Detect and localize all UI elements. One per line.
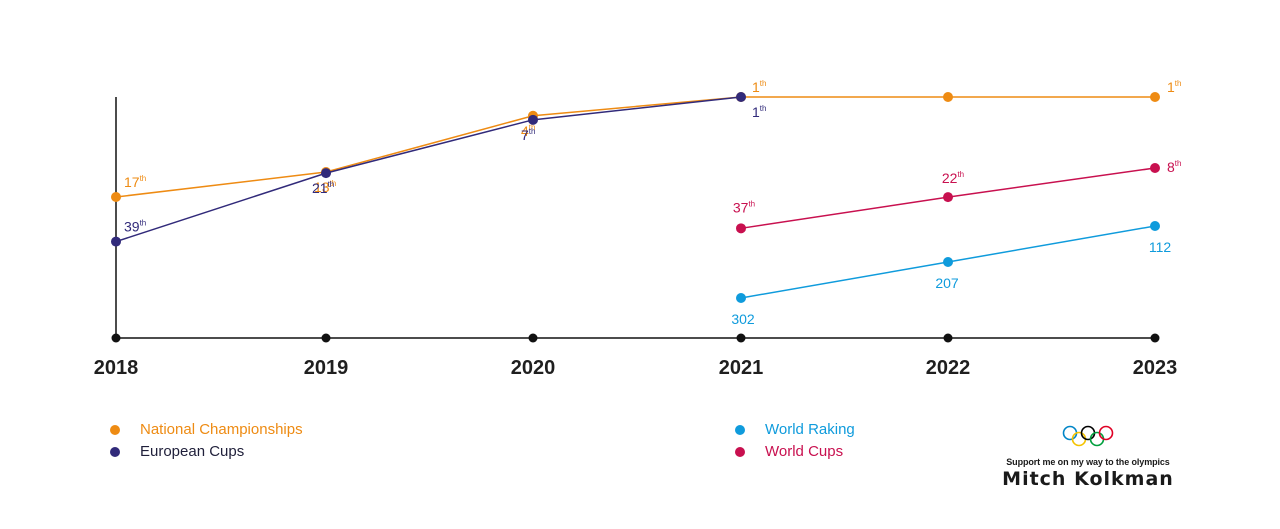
legend-label: World Raking: [765, 421, 855, 438]
data-point: [1150, 163, 1160, 173]
legend-dot: [110, 424, 120, 435]
data-label: 207: [935, 275, 959, 291]
data-label: 7th: [521, 127, 535, 143]
x-axis-tick: [321, 333, 331, 343]
x-tick-label: 2019: [304, 357, 349, 379]
legend-label: European Cups: [140, 443, 245, 460]
legend-label: World Cups: [765, 443, 844, 460]
x-tick-label: 2018: [94, 357, 139, 379]
data-label: 22th: [942, 170, 964, 186]
legend-item: World Raking: [735, 421, 855, 438]
data-label: 37th: [733, 199, 755, 215]
data-point: [943, 192, 953, 203]
data-label: 112: [1149, 239, 1172, 255]
legend-label: National Championships: [140, 421, 303, 438]
x-axis-tick: [736, 333, 746, 343]
legend-item: European Cups: [110, 443, 244, 460]
data-label: 1th: [752, 79, 766, 95]
data-point: [528, 114, 538, 125]
legend-item: National Championships: [110, 421, 303, 438]
x-tick-label: 2022: [926, 357, 971, 379]
x-tick-label: 2021: [719, 357, 764, 379]
legend-dot: [110, 446, 120, 457]
series-line: [115, 96, 742, 243]
olympic-rings-icon: [1062, 425, 1114, 447]
legend-dot: [735, 446, 745, 457]
data-point: [943, 256, 953, 267]
data-point: [943, 92, 953, 102]
data-point: [111, 192, 121, 202]
data-label: 17th: [124, 174, 146, 190]
x-axis-tick: [528, 333, 538, 343]
data-point: [111, 236, 121, 247]
series-line: [115, 96, 1155, 198]
data-point: [736, 223, 746, 234]
x-tick-label: 2020: [511, 357, 556, 379]
data-point: [321, 168, 331, 179]
x-axis-tick: [1150, 333, 1160, 343]
brand-name: Mitch Kolkman: [1002, 468, 1174, 490]
data-label: 8th: [1167, 159, 1181, 175]
branding: Support me on my way to the olympics Mit…: [990, 424, 1186, 490]
legend-dot: [735, 424, 745, 435]
legend-item: World Cups: [735, 443, 843, 460]
data-label: 302: [731, 311, 755, 327]
data-point: [736, 92, 746, 102]
data-label: 1th: [1167, 79, 1181, 95]
data-point: [1150, 92, 1160, 102]
x-tick-label: 2023: [1133, 357, 1178, 379]
x-axis-tick: [111, 333, 121, 343]
data-point: [1150, 221, 1160, 231]
data-point: [736, 292, 746, 303]
tagline: Support me on my way to the olympics: [1006, 457, 1170, 467]
x-axis-tick: [943, 333, 953, 343]
data-label: 1th: [752, 104, 766, 120]
data-label: 21th: [312, 180, 334, 196]
